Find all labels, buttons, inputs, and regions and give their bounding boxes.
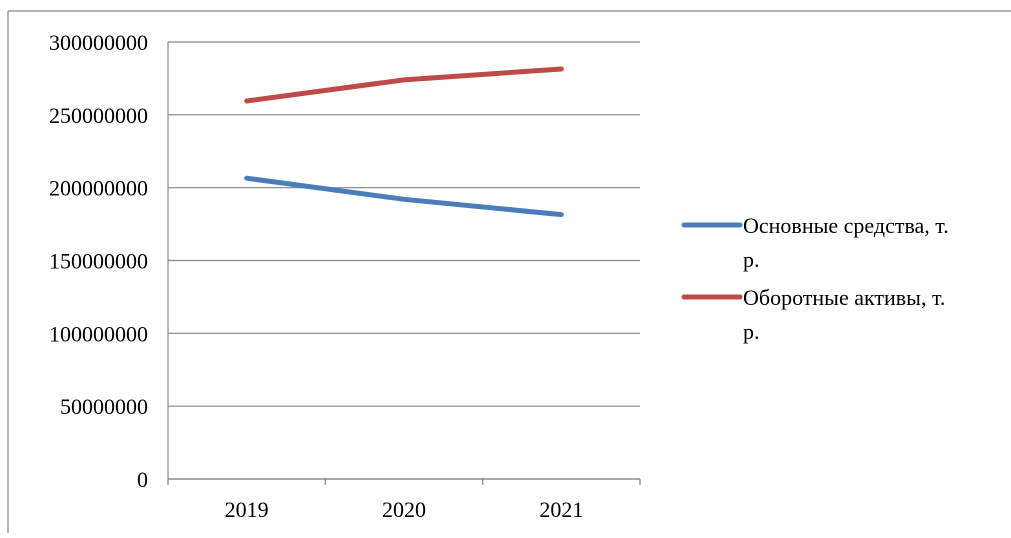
x-tick-label: 2021: [539, 497, 583, 522]
y-tick-label: 100000000: [49, 321, 148, 346]
legend-label-current-assets-line1: Оборотные активы, т.: [743, 285, 945, 310]
y-tick-label: 200000000: [49, 176, 148, 201]
y-tick-label: 0: [137, 467, 148, 492]
x-tick-label: 2020: [382, 497, 426, 522]
gridlines: [168, 41, 640, 480]
y-tick-label: 50000000: [60, 394, 148, 419]
y-tick-labels: 0 50000000 100000000 150000000 200000000 2500…: [49, 30, 148, 492]
y-tick-label: 300000000: [49, 30, 148, 55]
axes: [167, 42, 641, 485]
x-tick-labels: 2019 2020 2021: [225, 497, 584, 522]
y-tick-label: 250000000: [49, 103, 148, 128]
chart-frame: [7, 10, 1011, 533]
series-lines: [244, 66, 564, 218]
series-line-fixed-assets: [244, 175, 564, 218]
legend-label-fixed-assets-line2: р.: [743, 247, 760, 272]
legend: Основные средства, т. р. Оборотные актив…: [681, 213, 949, 344]
series-line-current-assets: [244, 66, 564, 104]
x-tick-label: 2019: [225, 497, 269, 522]
legend-label-current-assets-line2: р.: [743, 319, 760, 344]
legend-label-fixed-assets-line1: Основные средства, т.: [743, 213, 949, 238]
y-tick-label: 150000000: [49, 249, 148, 274]
